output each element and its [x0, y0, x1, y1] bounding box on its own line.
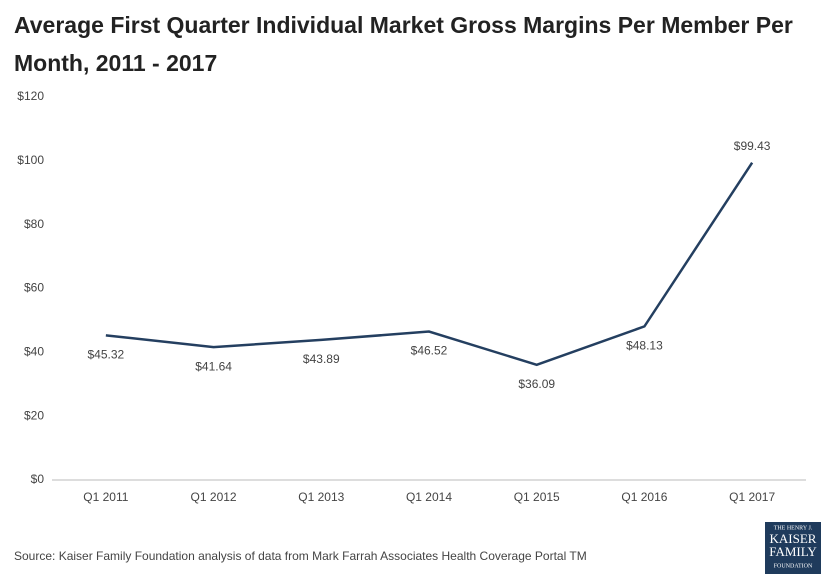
x-tick-label: Q1 2016 — [621, 490, 667, 504]
x-tick-label: Q1 2017 — [729, 490, 775, 504]
logo-text: FAMILY — [769, 544, 817, 559]
x-tick-label: Q1 2013 — [298, 490, 344, 504]
y-tick-label: $80 — [24, 217, 44, 231]
logo-box — [765, 522, 821, 574]
data-label: $46.52 — [411, 344, 448, 358]
data-label: $45.32 — [88, 348, 125, 362]
x-tick-label: Q1 2012 — [191, 490, 237, 504]
data-label: $43.89 — [303, 352, 340, 366]
logo-text: FOUNDATION — [774, 563, 813, 569]
y-tick-label: $40 — [24, 345, 44, 359]
y-tick-label: $100 — [17, 153, 44, 167]
x-tick-label: Q1 2015 — [514, 490, 560, 504]
data-label: $36.09 — [518, 377, 555, 391]
data-label: $48.13 — [626, 339, 663, 353]
x-tick-label: Q1 2011 — [83, 490, 128, 504]
y-tick-label: $60 — [24, 281, 44, 295]
logo-text: THE HENRY J. — [774, 525, 813, 531]
data-label: $41.64 — [195, 359, 232, 373]
chart-title: Average First Quarter Individual Market … — [14, 12, 793, 76]
logo-text: KAISER — [770, 531, 817, 546]
y-tick-label: $120 — [17, 89, 44, 103]
data-label: $99.43 — [734, 139, 771, 153]
y-tick-label: $0 — [31, 472, 45, 486]
source-note: Source: Kaiser Family Foundation analysi… — [14, 549, 587, 563]
data-line — [105, 161, 754, 367]
y-tick-label: $20 — [24, 408, 44, 422]
x-tick-label: Q1 2014 — [406, 490, 452, 504]
